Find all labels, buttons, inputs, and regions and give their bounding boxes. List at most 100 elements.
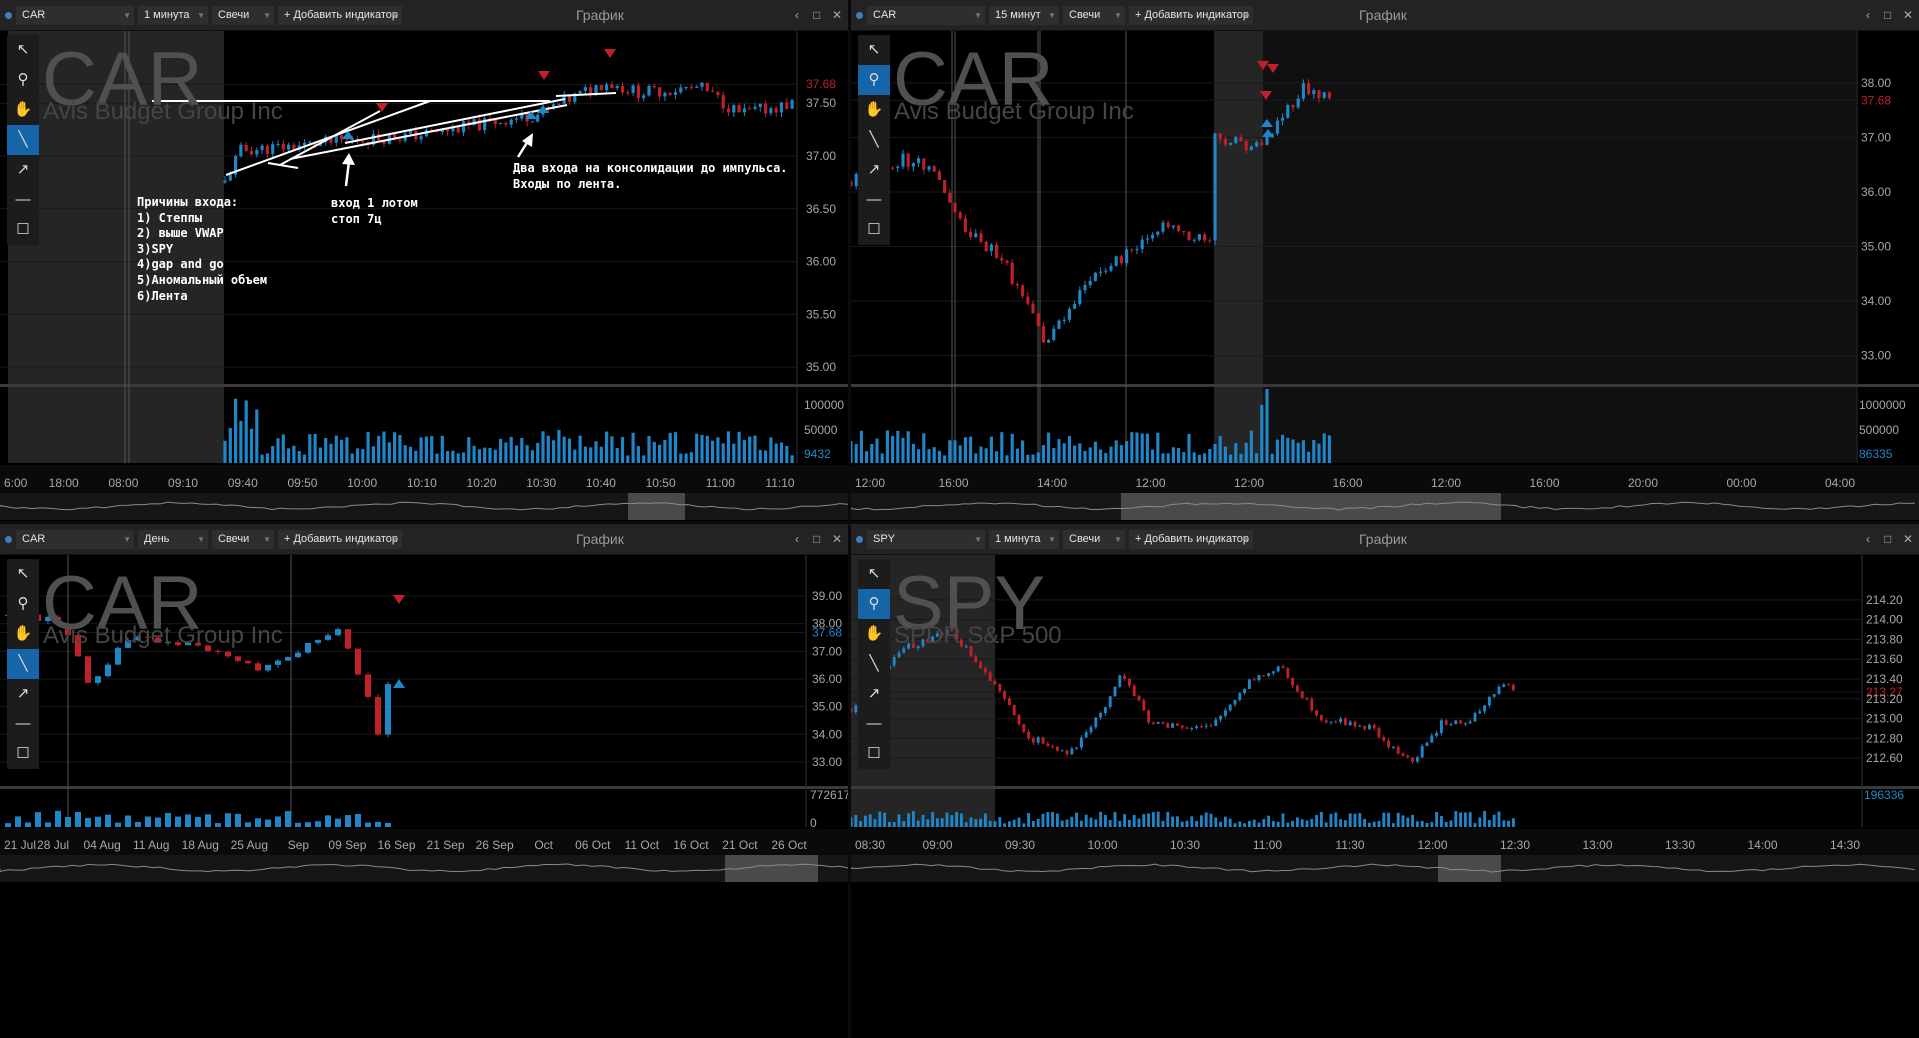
minimize-icon[interactable]: ‹ bbox=[795, 8, 799, 22]
candle-body bbox=[271, 144, 275, 154]
time-tick-label: 26 Oct bbox=[771, 838, 807, 852]
rectangle-tool-icon[interactable]: ☐ bbox=[16, 221, 30, 238]
candle-body bbox=[1021, 285, 1025, 297]
cursor-icon[interactable]: ↖ bbox=[16, 565, 30, 582]
chart-type-select[interactable]: Свечи ▼ bbox=[1063, 6, 1125, 25]
add-indicator-button[interactable]: + Добавить индикатор ▼ bbox=[1129, 6, 1253, 25]
chart-toolbar: CAR ▼ 1 минута ▼ Свечи ▼ + Добавить индикат… bbox=[0, 0, 848, 31]
interval-select[interactable]: 1 минута ▼ bbox=[989, 530, 1059, 549]
candle-body bbox=[974, 233, 978, 238]
cursor-icon[interactable]: ↖ bbox=[867, 41, 881, 58]
rectangle-tool-icon[interactable]: ☐ bbox=[867, 221, 881, 238]
candle-body bbox=[1307, 83, 1311, 95]
arrow-tool-icon[interactable]: ↗ bbox=[16, 685, 30, 702]
chart-type-select[interactable]: Свечи ▼ bbox=[212, 530, 274, 549]
line-tool-icon[interactable]: ╲ bbox=[869, 131, 879, 148]
line-tool-icon[interactable]: ╲ bbox=[7, 649, 39, 679]
price-chart[interactable]: 37.68 37.50 37.00 36.50 36.00 35.50 35.00 10000… bbox=[0, 31, 848, 521]
add-indicator-button[interactable]: + Добавить индикатор ▼ bbox=[1129, 530, 1253, 549]
zoom-icon[interactable]: ⚲ bbox=[17, 71, 29, 88]
arrow-tool-icon[interactable]: ↗ bbox=[867, 161, 881, 178]
horizontal-line-icon[interactable]: — bbox=[15, 191, 31, 208]
cursor-icon[interactable]: ↖ bbox=[16, 41, 30, 58]
close-icon[interactable]: ✕ bbox=[832, 8, 843, 22]
line-tool-icon[interactable]: ╲ bbox=[7, 125, 39, 155]
volume-bar bbox=[1317, 443, 1321, 463]
maximize-icon[interactable]: □ bbox=[813, 8, 821, 22]
symbol-link-icon[interactable] bbox=[856, 12, 863, 19]
candle-body bbox=[679, 87, 683, 93]
zoom-icon[interactable]: ⚲ bbox=[17, 595, 29, 612]
volume-bar bbox=[873, 819, 877, 827]
volume-bar bbox=[1070, 816, 1074, 827]
candle-body bbox=[493, 119, 497, 125]
hand-icon[interactable]: ✋ bbox=[864, 625, 884, 642]
symbol-link-icon[interactable] bbox=[856, 536, 863, 543]
add-indicator-button[interactable]: + Добавить индикатор ▼ bbox=[278, 530, 402, 549]
volume-bar bbox=[1507, 820, 1511, 827]
maximize-icon[interactable]: □ bbox=[1884, 532, 1892, 546]
close-icon[interactable]: ✕ bbox=[1903, 532, 1914, 546]
zoom-icon[interactable]: ⚲ bbox=[858, 589, 890, 619]
rectangle-tool-icon[interactable]: ☐ bbox=[867, 745, 881, 762]
maximize-icon[interactable]: □ bbox=[1884, 8, 1892, 22]
close-icon[interactable]: ✕ bbox=[1903, 8, 1914, 22]
chevron-down-icon: ▼ bbox=[1242, 535, 1250, 544]
arrow-tool-icon[interactable]: ↗ bbox=[16, 161, 30, 178]
price-chart[interactable]: 38.00 37.68 37.00 36.00 35.00 34.00 33.00 10000… bbox=[851, 31, 1919, 521]
price-tick-label: 37.00 bbox=[812, 644, 842, 658]
candle-body bbox=[1012, 705, 1016, 715]
volume-bar bbox=[325, 815, 331, 827]
candle-body bbox=[305, 642, 311, 653]
volume-bar bbox=[594, 441, 598, 463]
price-chart[interactable]: 214.20214.00213.80213.60213.40213.27213.… bbox=[851, 555, 1919, 1038]
close-icon[interactable]: ✕ bbox=[832, 532, 843, 546]
cursor-icon[interactable]: ↖ bbox=[867, 565, 881, 582]
chart-type-label: Свечи bbox=[218, 533, 250, 545]
hand-icon[interactable]: ✋ bbox=[13, 625, 33, 642]
arrow-tool-icon[interactable]: ↗ bbox=[867, 685, 881, 702]
price-tick-label: 36.00 bbox=[806, 255, 836, 269]
symbol-input[interactable]: CAR ▼ bbox=[16, 6, 134, 25]
line-tool-icon[interactable]: ╲ bbox=[869, 655, 879, 672]
chevron-down-icon: ▼ bbox=[1048, 11, 1056, 20]
interval-select[interactable]: 1 минута ▼ bbox=[138, 6, 208, 25]
maximize-icon[interactable]: □ bbox=[813, 532, 821, 546]
volume-bar bbox=[1036, 452, 1040, 463]
candle-body bbox=[1166, 723, 1170, 728]
chart-type-select[interactable]: Свечи ▼ bbox=[212, 6, 274, 25]
minimize-icon[interactable]: ‹ bbox=[795, 532, 799, 546]
add-indicator-button[interactable]: + Добавить индикатор ▼ bbox=[278, 6, 402, 25]
volume-bar bbox=[964, 822, 968, 827]
volume-bar bbox=[350, 453, 354, 463]
candle-body bbox=[55, 616, 61, 624]
time-tick-label: 11 Oct bbox=[625, 838, 660, 852]
candle-body bbox=[1415, 757, 1419, 762]
hand-icon[interactable]: ✋ bbox=[13, 101, 33, 118]
symbol-input[interactable]: CAR ▼ bbox=[867, 6, 985, 25]
horizontal-line-icon[interactable]: — bbox=[866, 715, 882, 732]
symbol-link-icon[interactable] bbox=[5, 12, 12, 19]
minimize-icon[interactable]: ‹ bbox=[1866, 8, 1870, 22]
interval-select[interactable]: 15 минут ▼ bbox=[989, 6, 1059, 25]
horizontal-line-icon[interactable]: — bbox=[866, 191, 882, 208]
interval-select[interactable]: День ▼ bbox=[138, 530, 208, 549]
candle-body bbox=[969, 231, 973, 238]
symbol-input[interactable]: CAR ▼ bbox=[16, 530, 134, 549]
sell-marker bbox=[376, 103, 388, 112]
candle-body bbox=[1083, 285, 1087, 291]
chart-type-select[interactable]: Свечи ▼ bbox=[1063, 530, 1125, 549]
rectangle-tool-icon[interactable]: ☐ bbox=[16, 745, 30, 762]
symbol-link-icon[interactable] bbox=[5, 536, 12, 543]
candle-body bbox=[1435, 732, 1439, 736]
volume-bar bbox=[499, 438, 503, 463]
zoom-icon[interactable]: ⚲ bbox=[858, 65, 890, 95]
symbol-input[interactable]: SPY ▼ bbox=[867, 530, 985, 549]
minimize-icon[interactable]: ‹ bbox=[1866, 532, 1870, 546]
volume-bar bbox=[239, 420, 243, 463]
volume-bar bbox=[1286, 822, 1290, 827]
hand-icon[interactable]: ✋ bbox=[864, 101, 884, 118]
candle-body bbox=[275, 660, 281, 665]
horizontal-line-icon[interactable]: — bbox=[15, 715, 31, 732]
